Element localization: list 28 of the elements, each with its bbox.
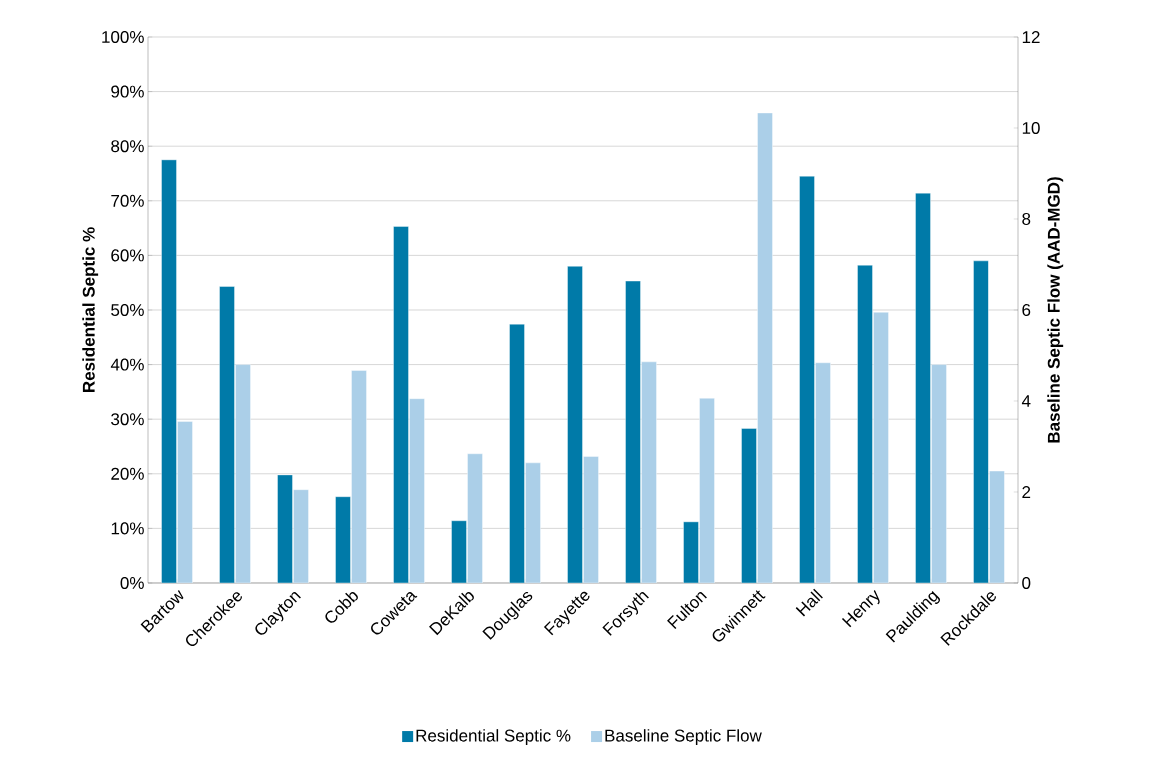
y-tick-label: 60% xyxy=(111,249,144,262)
legend-label: Baseline Septic Flow xyxy=(605,729,762,745)
y-tick-label: 0% xyxy=(120,576,144,590)
y2-axis-title: Baseline Septic Flow (AAD-MGD) xyxy=(1047,177,1064,443)
x-tick-label: Hall xyxy=(795,588,823,617)
y2-tick-label: 6 xyxy=(1022,303,1031,317)
bar xyxy=(741,428,757,583)
y-tick-label: 50% xyxy=(111,303,144,317)
y-tick-label: 100% xyxy=(102,30,144,44)
bar xyxy=(567,266,583,583)
y-tick-label: 40% xyxy=(110,358,144,371)
y2-tick-label: 0 xyxy=(1022,576,1031,590)
legend-label: Residential Septic % xyxy=(416,729,571,745)
bar xyxy=(161,159,177,583)
y-tick-label: 70% xyxy=(111,194,144,207)
y2-tick-label: 2 xyxy=(1022,486,1031,498)
y-tick-label: 80% xyxy=(111,140,144,153)
y-axis-title: Residential Septic % xyxy=(82,227,99,392)
y2-tick-label: 12 xyxy=(1022,31,1040,43)
y-tick-label: 90% xyxy=(111,85,144,98)
bar xyxy=(973,260,989,583)
y-tick-label: 10% xyxy=(111,522,144,535)
y2-tick-label: 4 xyxy=(1021,395,1031,407)
y2-tick-label: 10 xyxy=(1022,121,1040,135)
y-tick-label: 30% xyxy=(111,413,144,426)
bar xyxy=(509,323,525,583)
y-tick-label: 20% xyxy=(111,467,144,480)
y2-tick-label: 8 xyxy=(1022,212,1031,226)
